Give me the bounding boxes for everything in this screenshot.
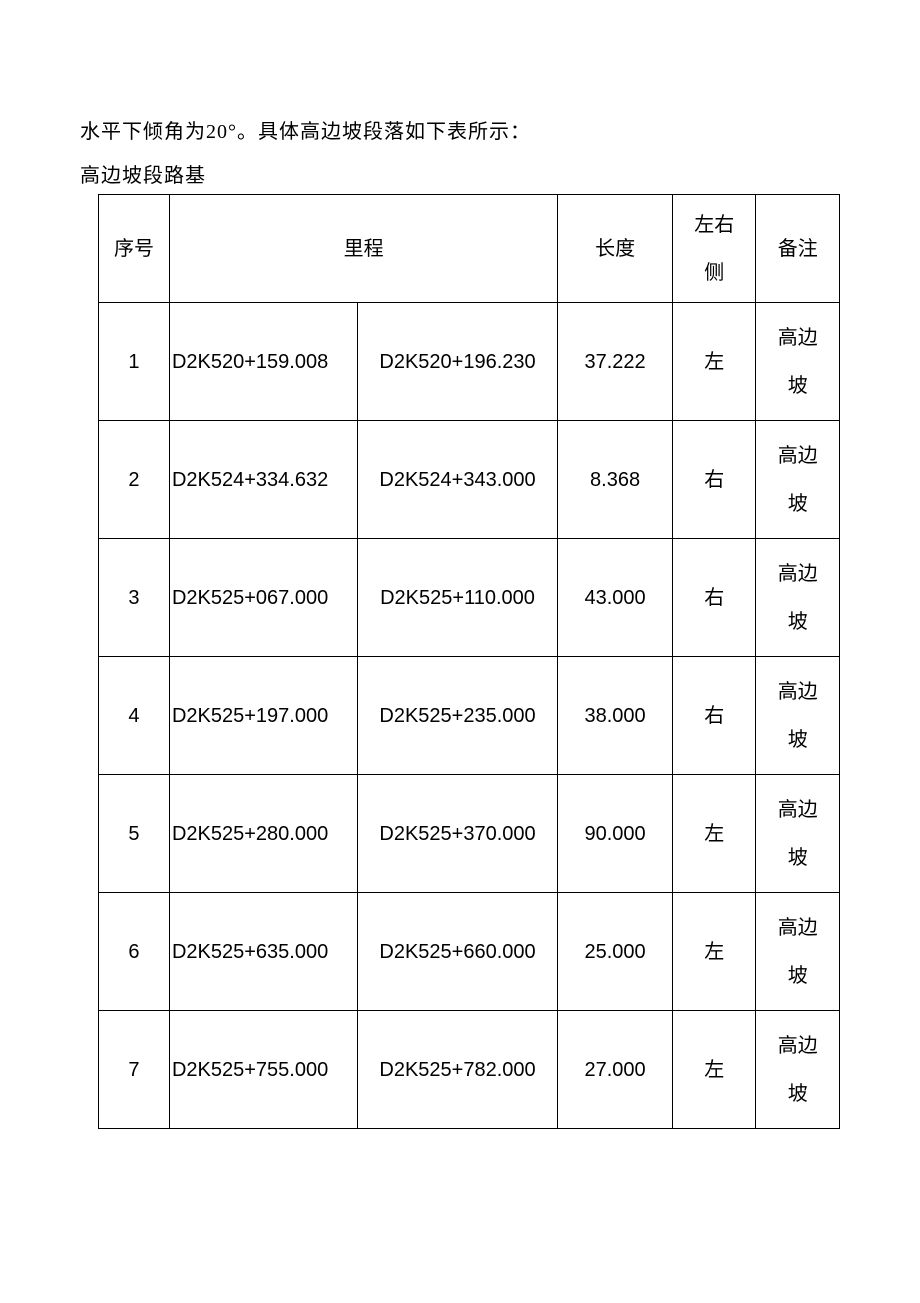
cell-length: 43.000 bbox=[558, 539, 673, 657]
table-row: 1D2K520+159.008D2K520+196.23037.222左高边坡 bbox=[99, 303, 840, 421]
table-row: 4D2K525+197.000D2K525+235.00038.000右高边坡 bbox=[99, 657, 840, 775]
cell-remark-line1: 高边 bbox=[756, 314, 839, 362]
cell-mileage-start: D2K525+635.000 bbox=[169, 893, 357, 1011]
cell-remark: 高边坡 bbox=[756, 657, 840, 775]
table-header-row: 序号 里程 长度 左右 侧 备注 bbox=[99, 195, 840, 303]
cell-remark-line2: 坡 bbox=[756, 598, 839, 646]
cell-side: 左 bbox=[672, 775, 755, 893]
cell-remark: 高边坡 bbox=[756, 539, 840, 657]
cell-remark-line1: 高边 bbox=[756, 1022, 839, 1070]
cell-remark: 高边坡 bbox=[756, 775, 840, 893]
cell-remark: 高边坡 bbox=[756, 1011, 840, 1129]
cell-index: 2 bbox=[99, 421, 170, 539]
cell-side: 左 bbox=[672, 303, 755, 421]
cell-mileage-end: D2K520+196.230 bbox=[357, 303, 557, 421]
table-row: 7D2K525+755.000D2K525+782.00027.000左高边坡 bbox=[99, 1011, 840, 1129]
table-row: 3D2K525+067.000D2K525+110.00043.000右高边坡 bbox=[99, 539, 840, 657]
cell-length: 37.222 bbox=[558, 303, 673, 421]
cell-mileage-start: D2K525+067.000 bbox=[169, 539, 357, 657]
intro-text: 水平下倾角为20°。具体高边坡段落如下表所示： bbox=[80, 110, 840, 154]
cell-length: 38.000 bbox=[558, 657, 673, 775]
cell-mileage-end: D2K525+110.000 bbox=[357, 539, 557, 657]
table-body: 1D2K520+159.008D2K520+196.23037.222左高边坡2… bbox=[99, 303, 840, 1129]
cell-mileage-start: D2K520+159.008 bbox=[169, 303, 357, 421]
table-row: 2D2K524+334.632D2K524+343.0008.368右高边坡 bbox=[99, 421, 840, 539]
cell-side: 左 bbox=[672, 893, 755, 1011]
cell-mileage-end: D2K525+660.000 bbox=[357, 893, 557, 1011]
cell-side: 右 bbox=[672, 421, 755, 539]
cell-mileage-end: D2K525+782.000 bbox=[357, 1011, 557, 1129]
header-index: 序号 bbox=[99, 195, 170, 303]
cell-mileage-start: D2K525+280.000 bbox=[169, 775, 357, 893]
cell-index: 4 bbox=[99, 657, 170, 775]
cell-remark-line1: 高边 bbox=[756, 432, 839, 480]
cell-remark-line2: 坡 bbox=[756, 952, 839, 1000]
table-row: 5D2K525+280.000D2K525+370.00090.000左高边坡 bbox=[99, 775, 840, 893]
cell-mileage-end: D2K524+343.000 bbox=[357, 421, 557, 539]
cell-index: 7 bbox=[99, 1011, 170, 1129]
cell-mileage-end: D2K525+370.000 bbox=[357, 775, 557, 893]
cell-remark-line1: 高边 bbox=[756, 786, 839, 834]
cell-index: 1 bbox=[99, 303, 170, 421]
cell-remark: 高边坡 bbox=[756, 303, 840, 421]
header-side-line2: 侧 bbox=[673, 249, 755, 297]
cell-side: 左 bbox=[672, 1011, 755, 1129]
cell-side: 右 bbox=[672, 657, 755, 775]
cell-length: 90.000 bbox=[558, 775, 673, 893]
header-side-line1: 左右 bbox=[673, 201, 755, 249]
cell-remark: 高边坡 bbox=[756, 421, 840, 539]
cell-remark-line2: 坡 bbox=[756, 834, 839, 882]
cell-mileage-start: D2K525+755.000 bbox=[169, 1011, 357, 1129]
header-side: 左右 侧 bbox=[672, 195, 755, 303]
cell-length: 25.000 bbox=[558, 893, 673, 1011]
cell-index: 5 bbox=[99, 775, 170, 893]
cell-length: 8.368 bbox=[558, 421, 673, 539]
cell-remark: 高边坡 bbox=[756, 893, 840, 1011]
cell-index: 6 bbox=[99, 893, 170, 1011]
cell-mileage-start: D2K525+197.000 bbox=[169, 657, 357, 775]
cell-remark-line2: 坡 bbox=[756, 480, 839, 528]
cell-remark-line2: 坡 bbox=[756, 716, 839, 764]
cell-length: 27.000 bbox=[558, 1011, 673, 1129]
table-title: 高边坡段路基 bbox=[80, 158, 840, 194]
table-row: 6D2K525+635.000D2K525+660.00025.000左高边坡 bbox=[99, 893, 840, 1011]
cell-remark-line1: 高边 bbox=[756, 550, 839, 598]
cell-mileage-start: D2K524+334.632 bbox=[169, 421, 357, 539]
cell-remark-line1: 高边 bbox=[756, 904, 839, 952]
slope-table: 序号 里程 长度 左右 侧 备注 1D2K520+159.008D2K520+1… bbox=[98, 194, 840, 1129]
cell-remark-line1: 高边 bbox=[756, 668, 839, 716]
header-remark: 备注 bbox=[756, 195, 840, 303]
cell-side: 右 bbox=[672, 539, 755, 657]
cell-remark-line2: 坡 bbox=[756, 1070, 839, 1118]
cell-remark-line2: 坡 bbox=[756, 362, 839, 410]
header-length: 长度 bbox=[558, 195, 673, 303]
cell-index: 3 bbox=[99, 539, 170, 657]
cell-mileage-end: D2K525+235.000 bbox=[357, 657, 557, 775]
header-mileage: 里程 bbox=[169, 195, 557, 303]
